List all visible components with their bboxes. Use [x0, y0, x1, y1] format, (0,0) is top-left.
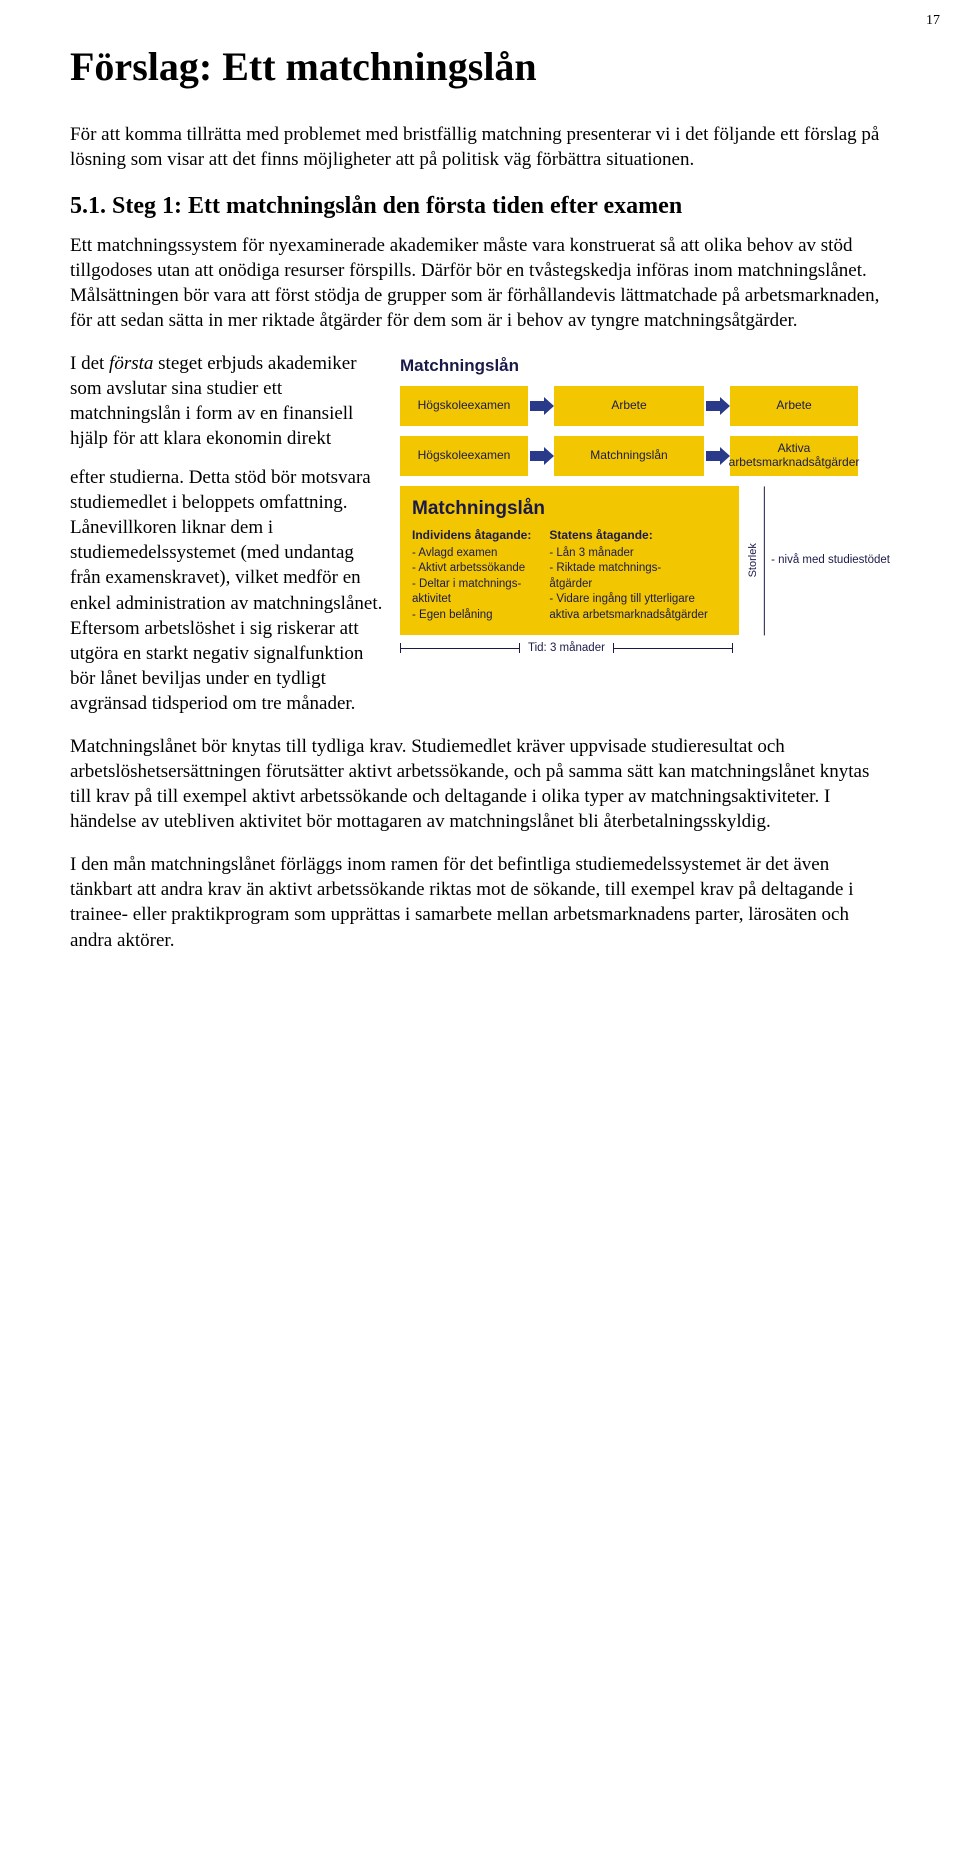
detail-col1-item: - Deltar i matchnings-	[412, 577, 531, 593]
detail-col2-item: - Riktade matchnings-	[549, 561, 708, 577]
detail-col1-item: - Avlagd examen	[412, 546, 531, 562]
section-heading: 5.1. Steg 1: Ett matchningslån den först…	[70, 190, 890, 222]
detail-box: Matchningslån Individens åtagande: - Avl…	[400, 486, 739, 635]
wrap-text-with-diagram: Matchningslån Högskoleexamen Arbete Arbe…	[70, 351, 890, 716]
flow-box-hogskoleexamen-2: Högskoleexamen	[400, 436, 528, 476]
paragraph-3: Matchningslånet bör knytas till tydliga …	[70, 734, 890, 834]
wrap-p1-italic: första	[109, 353, 153, 374]
detail-col2-item: - Vidare ingång till ytterligare	[549, 592, 708, 608]
detail-col1-item: aktivitet	[412, 592, 531, 608]
detail-wrap: Matchningslån Individens åtagande: - Avl…	[400, 486, 890, 635]
flowchart: Matchningslån Högskoleexamen Arbete Arbe…	[400, 351, 890, 667]
detail-col2-item: - Lån 3 månader	[549, 546, 708, 562]
flow-box-matchningslan: Matchningslån	[554, 436, 704, 476]
arrow-icon	[528, 447, 554, 465]
tid-label: Tid: 3 månader	[520, 641, 613, 657]
flowchart-title: Matchningslån	[400, 355, 890, 378]
flow-box-arbete-2: Arbete	[730, 386, 858, 426]
detail-col2-item: aktiva arbetsmarknadsåtgärder	[549, 608, 708, 624]
wrap-p1-prefix: I det	[70, 353, 109, 374]
detail-title: Matchningslån	[412, 496, 727, 522]
tid-bar-right	[613, 648, 733, 649]
arrow-icon	[528, 397, 554, 415]
niv-label: - nivå med studiestödet	[765, 486, 890, 635]
storlek-label: Storlek	[743, 486, 765, 635]
matchningslan-diagram: Matchningslån Högskoleexamen Arbete Arbe…	[400, 351, 890, 667]
detail-col1-item: - Aktivt arbetssökande	[412, 561, 531, 577]
section-paragraph-1: Ett matchningssystem för nyexaminerade a…	[70, 233, 890, 333]
flow-box-aktiva: Aktiva arbetsmarknadsåtgärder	[730, 436, 858, 476]
detail-col1-head: Individens åtagande:	[412, 527, 531, 543]
flow-box-arbete-1: Arbete	[554, 386, 704, 426]
page-number: 17	[926, 12, 940, 31]
flow-box-hogskoleexamen-1: Högskoleexamen	[400, 386, 528, 426]
tid-row: Tid: 3 månader	[400, 641, 890, 657]
detail-col1-item: - Egen belåning	[412, 608, 531, 624]
flow-row-1: Högskoleexamen Arbete Arbete	[400, 386, 890, 426]
arrow-icon	[704, 397, 730, 415]
arrow-icon	[704, 447, 730, 465]
detail-col2-head: Statens åtagande:	[549, 527, 708, 543]
flow-row-2: Högskoleexamen Matchningslån Aktiva arbe…	[400, 436, 890, 476]
intro-paragraph: För att komma tillrätta med problemet me…	[70, 122, 890, 172]
detail-col2-item: åtgärder	[549, 577, 708, 593]
tid-bar-left	[400, 648, 520, 649]
page-title: Förslag: Ett matchningslån	[70, 40, 890, 94]
detail-col-individ: Individens åtagande: - Avlagd examen - A…	[412, 527, 531, 623]
detail-col-staten: Statens åtagande: - Lån 3 månader - Rikt…	[549, 527, 708, 623]
paragraph-4: I den mån matchningslånet förläggs inom …	[70, 852, 890, 952]
